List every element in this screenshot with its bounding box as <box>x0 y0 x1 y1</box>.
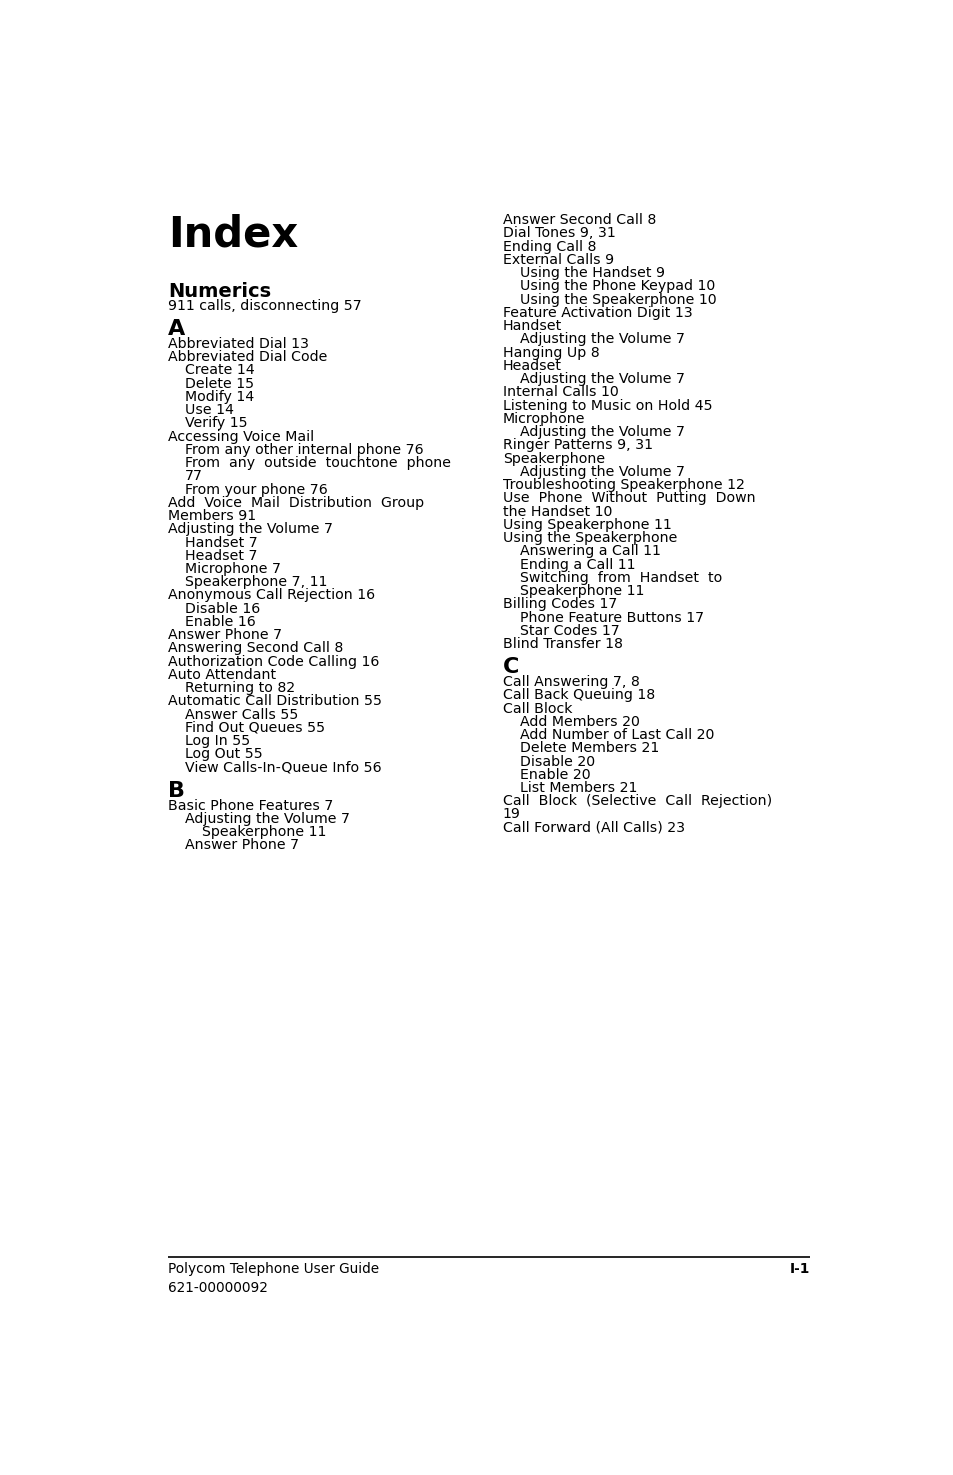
Text: Listening to Music on Hold 45: Listening to Music on Hold 45 <box>502 398 712 413</box>
Text: Abbreviated Dial 13: Abbreviated Dial 13 <box>168 336 309 351</box>
Text: Microphone 7: Microphone 7 <box>185 562 281 577</box>
Text: Create 14: Create 14 <box>185 363 254 378</box>
Text: Ending a Call 11: Ending a Call 11 <box>519 558 635 571</box>
Text: Using the Speakerphone 10: Using the Speakerphone 10 <box>519 292 716 307</box>
Text: Add Number of Last Call 20: Add Number of Last Call 20 <box>519 729 714 742</box>
Text: Ringer Patterns 9, 31: Ringer Patterns 9, 31 <box>502 438 652 453</box>
Text: Modify 14: Modify 14 <box>185 389 254 404</box>
Text: Answering Second Call 8: Answering Second Call 8 <box>168 642 343 655</box>
Text: Accessing Voice Mail: Accessing Voice Mail <box>168 429 314 444</box>
Text: Add Members 20: Add Members 20 <box>519 715 639 729</box>
Text: Members 91: Members 91 <box>168 509 256 524</box>
Text: Enable 16: Enable 16 <box>185 615 255 628</box>
Text: Microphone: Microphone <box>502 412 585 426</box>
Text: Call Answering 7, 8: Call Answering 7, 8 <box>502 676 639 689</box>
Text: Call Forward (All Calls) 23: Call Forward (All Calls) 23 <box>502 820 684 835</box>
Text: Log In 55: Log In 55 <box>185 735 250 748</box>
Text: Internal Calls 10: Internal Calls 10 <box>502 385 618 400</box>
Text: Adjusting the Volume 7: Adjusting the Volume 7 <box>519 372 684 386</box>
Text: I-1: I-1 <box>788 1263 809 1276</box>
Text: Billing Codes 17: Billing Codes 17 <box>502 597 617 611</box>
Text: Add  Voice  Mail  Distribution  Group: Add Voice Mail Distribution Group <box>168 496 424 510</box>
Text: Using the Speakerphone: Using the Speakerphone <box>502 531 677 546</box>
Text: Adjusting the Volume 7: Adjusting the Volume 7 <box>168 522 333 537</box>
Text: Adjusting the Volume 7: Adjusting the Volume 7 <box>519 465 684 479</box>
Text: Adjusting the Volume 7: Adjusting the Volume 7 <box>519 425 684 440</box>
Text: Verify 15: Verify 15 <box>185 416 248 431</box>
Text: Using the Phone Keypad 10: Using the Phone Keypad 10 <box>519 279 715 294</box>
Text: Call  Block  (Selective  Call  Rejection): Call Block (Selective Call Rejection) <box>502 794 771 808</box>
Text: Headset 7: Headset 7 <box>185 549 257 563</box>
Text: Authorization Code Calling 16: Authorization Code Calling 16 <box>168 655 379 668</box>
Text: Feature Activation Digit 13: Feature Activation Digit 13 <box>502 305 692 320</box>
Text: From any other internal phone 76: From any other internal phone 76 <box>185 442 423 457</box>
Text: Answer Phone 7: Answer Phone 7 <box>168 628 282 642</box>
Text: List Members 21: List Members 21 <box>519 780 637 795</box>
Text: From  any  outside  touchtone  phone: From any outside touchtone phone <box>185 456 451 471</box>
Text: Index: Index <box>168 214 298 255</box>
Text: Find Out Queues 55: Find Out Queues 55 <box>185 721 325 735</box>
Text: Handset: Handset <box>502 319 561 333</box>
Text: Blind Transfer 18: Blind Transfer 18 <box>502 637 622 650</box>
Text: From your phone 76: From your phone 76 <box>185 482 328 497</box>
Text: Automatic Call Distribution 55: Automatic Call Distribution 55 <box>168 695 381 708</box>
Text: Star Codes 17: Star Codes 17 <box>519 624 619 637</box>
Text: Adjusting the Volume 7: Adjusting the Volume 7 <box>519 332 684 347</box>
Text: Disable 20: Disable 20 <box>519 755 595 768</box>
Text: External Calls 9: External Calls 9 <box>502 252 614 267</box>
Text: A: A <box>168 319 185 339</box>
Text: Answer Calls 55: Answer Calls 55 <box>185 708 298 721</box>
Text: Answer Phone 7: Answer Phone 7 <box>185 838 299 853</box>
Text: Call Back Queuing 18: Call Back Queuing 18 <box>502 689 655 702</box>
Text: Speakerphone 11: Speakerphone 11 <box>519 584 643 597</box>
Text: Auto Attendant: Auto Attendant <box>168 668 276 681</box>
Text: B: B <box>168 780 185 801</box>
Text: Call Block: Call Block <box>502 702 572 715</box>
Text: Adjusting the Volume 7: Adjusting the Volume 7 <box>185 811 350 826</box>
Text: C: C <box>502 658 518 677</box>
Text: the Handset 10: the Handset 10 <box>502 504 612 519</box>
Text: Anonymous Call Rejection 16: Anonymous Call Rejection 16 <box>168 589 375 602</box>
Text: Dial Tones 9, 31: Dial Tones 9, 31 <box>502 227 615 240</box>
Text: Switching  from  Handset  to: Switching from Handset to <box>519 571 721 584</box>
Text: Numerics: Numerics <box>168 283 271 301</box>
Text: Returning to 82: Returning to 82 <box>185 681 294 695</box>
Text: Delete Members 21: Delete Members 21 <box>519 742 659 755</box>
Text: 19: 19 <box>502 807 520 822</box>
Text: Speakerphone 7, 11: Speakerphone 7, 11 <box>185 575 327 589</box>
Text: Phone Feature Buttons 17: Phone Feature Buttons 17 <box>519 611 703 624</box>
Text: Speakerphone: Speakerphone <box>502 451 604 466</box>
Text: Troubleshooting Speakerphone 12: Troubleshooting Speakerphone 12 <box>502 478 744 493</box>
Text: Answering a Call 11: Answering a Call 11 <box>519 544 660 559</box>
Text: Delete 15: Delete 15 <box>185 376 254 391</box>
Text: Handset 7: Handset 7 <box>185 535 257 550</box>
Text: Basic Phone Features 7: Basic Phone Features 7 <box>168 798 334 813</box>
Text: View Calls-In-Queue Info 56: View Calls-In-Queue Info 56 <box>185 761 381 774</box>
Text: Hanging Up 8: Hanging Up 8 <box>502 345 598 360</box>
Text: Enable 20: Enable 20 <box>519 768 590 782</box>
Text: Use 14: Use 14 <box>185 403 233 417</box>
Text: Ending Call 8: Ending Call 8 <box>502 239 596 254</box>
Text: Disable 16: Disable 16 <box>185 602 260 615</box>
Text: Use  Phone  Without  Putting  Down: Use Phone Without Putting Down <box>502 491 755 506</box>
Text: Using the Handset 9: Using the Handset 9 <box>519 266 664 280</box>
Text: Using Speakerphone 11: Using Speakerphone 11 <box>502 518 671 532</box>
Text: 77: 77 <box>185 469 203 484</box>
Text: Answer Second Call 8: Answer Second Call 8 <box>502 214 656 227</box>
Text: Headset: Headset <box>502 358 561 373</box>
Text: Log Out 55: Log Out 55 <box>185 748 263 761</box>
Text: Abbreviated Dial Code: Abbreviated Dial Code <box>168 350 327 364</box>
Text: Polycom Telephone User Guide
621-00000092: Polycom Telephone User Guide 621-0000009… <box>168 1263 378 1295</box>
Text: Speakerphone 11: Speakerphone 11 <box>202 825 326 839</box>
Text: 911 calls, disconnecting 57: 911 calls, disconnecting 57 <box>168 299 361 313</box>
